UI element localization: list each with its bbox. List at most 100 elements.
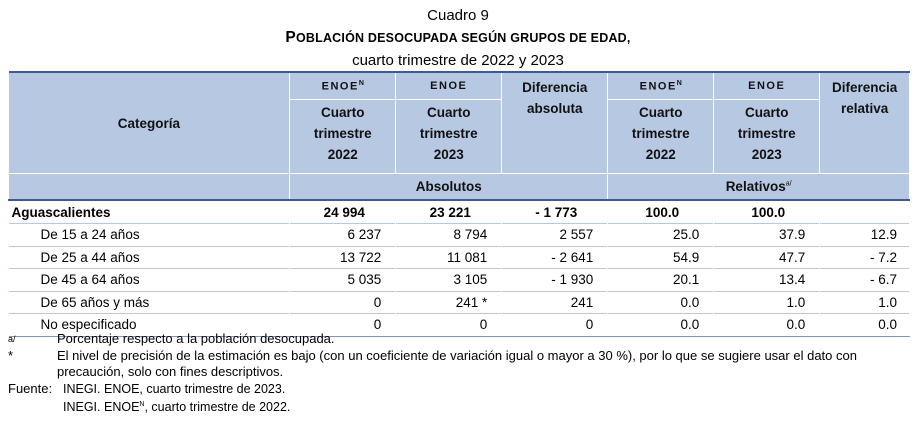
header-dif-abs: Diferencia absoluta [501,71,609,174]
row-label: Aguascalientes [8,199,291,224]
cell-abs-2023: 0 [395,313,503,337]
cell-dif-rel: - 7.2 [819,245,910,269]
enoe-sup: N [676,79,682,87]
period-line: 2022 [327,147,358,162]
dif-abs-line2: absoluta [527,101,583,116]
dif-rel-line2: relativa [840,101,889,116]
enoe-label: ENOE [321,80,359,93]
table-row: De 25 a 44 años 13 722 11 081 - 2 641 54… [8,245,910,269]
footnote-star-text: El nivel de precisión de la estimación e… [57,347,857,380]
source-text-2: INEGI. ENOEN, cuarto trimestre de 2022. [63,397,290,416]
cell-dif-rel: 12.9 [819,223,910,246]
source-2a: INEGI. ENOE [63,400,140,415]
footnote-a-text: Porcentaje respecto a la población desoc… [57,331,335,346]
footnotes: a/ Porcentaje respecto a la población de… [8,331,913,416]
source-line-1: Fuente: INEGI. ENOE, cuarto trimestre de… [8,381,913,398]
table-row: De 45 a 64 años 5 035 3 105 - 1 930 20.1… [8,268,910,291]
table-row: De 65 años y más 0 241 * 241 0.0 1.0 1.0 [8,290,910,314]
dif-abs-line1: Diferencia [522,80,588,95]
footnote-a: a/ Porcentaje respecto a la población de… [8,331,913,348]
row-label: No especificado [8,313,291,337]
footnote-star-mark: * [8,347,14,363]
source-line-2: INEGI. ENOEN, cuarto trimestre de 2022. [8,397,913,416]
header-enoe-n-rel: ENOEN [607,71,715,100]
cell-dif-rel: 1.0 [819,290,910,314]
cell-rel-2022: 54.9 [607,245,715,269]
cell-dif-rel: - 6.7 [819,268,910,291]
title-cap: P [285,29,296,46]
cell-dif-abs: - 1 930 [501,268,609,291]
cell-abs-2023: 8 794 [395,223,503,246]
header-dif-rel: Diferencia relativa [819,71,910,174]
data-table: Categoría ENOEN ENOE Diferencia absoluta … [7,71,910,337]
cell-dif-rel [819,199,910,224]
header-period-2023-rel: Cuarto trimestre 2023 [713,99,821,174]
table-row: No especificado 0 0 0 0.0 0.0 0.0 [8,313,910,337]
period-line: Cuarto [321,105,365,120]
cell-rel-2022: 0.0 [607,290,715,314]
header-period-2022-rel: Cuarto trimestre 2022 [607,99,715,174]
period-line: 2023 [433,147,464,162]
table-subtitle: cuarto trimestre de 2022 y 2023 [352,52,564,69]
footnote-star: * El nivel de precisión de la estimación… [8,348,913,381]
enoe-sup: N [358,79,364,87]
header-blank [7,173,291,201]
period-line: 2022 [645,147,676,162]
period-line: Cuarto [744,105,789,120]
header-relativos: Relativosa/ [607,173,910,201]
source-2b: , cuarto trimestre de 2022. [144,400,291,415]
cell-rel-2023: 47.7 [713,245,821,269]
cell-rel-2023: 0.0 [713,313,821,337]
header-absolutos: Absolutos [289,173,609,201]
row-label: De 15 a 24 años [8,223,291,246]
header-period-2022-abs: Cuarto trimestre 2022 [289,99,397,174]
cell-abs-2022: 6 237 [289,223,397,246]
relativos-label: Relativos [725,179,786,194]
cell-dif-abs: - 1 773 [501,199,609,224]
row-label: De 25 a 44 años [8,245,291,269]
cell-rel-2023: 13.4 [713,268,821,291]
table-title: POBLACIÓN DESOCUPADA SEGÚN GRUPOS DE EDA… [0,29,916,47]
source-indent [8,397,63,416]
table-row: De 15 a 24 años 6 237 8 794 2 557 25.0 3… [8,223,910,246]
cell-rel-2023: 1.0 [713,290,821,314]
cell-abs-2023: 3 105 [395,268,503,291]
relativos-sup: a/ [785,180,792,188]
cell-dif-rel: 0.0 [819,313,910,337]
cell-dif-abs: - 2 641 [501,245,609,269]
header-enoe-rel: ENOE [713,71,821,100]
cell-rel-2022: 25.0 [607,223,715,246]
cell-rel-2022: 100.0 [607,199,715,224]
footnote-a-mark: a/ [8,334,16,344]
dif-rel-line1: Diferencia [831,80,898,95]
cell-abs-2023: 11 081 [395,245,503,269]
cell-rel-2023: 100.0 [713,199,821,224]
cell-rel-2022: 20.1 [607,268,715,291]
period-line: trimestre [737,126,796,141]
period-line: 2023 [751,147,782,162]
cell-abs-2022: 0 [289,313,397,337]
row-label: De 65 años y más [8,290,291,314]
period-line: trimestre [313,126,372,141]
title-rest: OBLACIÓN DESOCUPADA SEGÚN GRUPOS DE EDAD… [295,31,631,45]
table-row-total: Aguascalientes 24 994 23 221 - 1 773 100… [8,199,910,224]
cell-abs-2022: 5 035 [289,268,397,291]
header-categoria: Categoría [8,71,291,174]
cell-abs-2023: 241 * [395,290,503,314]
header-enoe-n-abs: ENOEN [289,71,397,100]
cell-abs-2022: 24 994 [289,199,397,224]
period-line: Cuarto [427,105,471,120]
cell-dif-abs: 0 [501,313,609,337]
period-line: trimestre [419,126,478,141]
cell-abs-2023: 23 221 [395,199,503,224]
row-label: De 45 a 64 años [8,268,291,291]
cell-abs-2022: 0 [289,290,397,314]
header-enoe-abs: ENOE [395,71,503,100]
source-text-1: INEGI. ENOE, cuarto trimestre de 2023. [63,381,286,396]
enoe-label: ENOE [639,80,677,93]
cell-dif-abs: 2 557 [501,223,609,246]
source-2-sup: N [139,401,145,408]
header-period-2023-abs: Cuarto trimestre 2023 [395,99,503,174]
cell-abs-2022: 13 722 [289,245,397,269]
